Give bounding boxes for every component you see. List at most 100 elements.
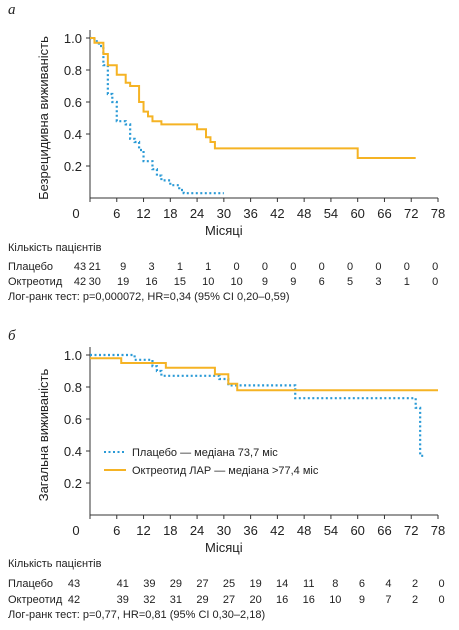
chart-b-x-tick-label: 6: [113, 523, 120, 538]
chart-a-x-tick-label: 6: [113, 206, 120, 221]
chart-b-series-octreotide: [90, 357, 438, 392]
chart-b-x-tick-label: 60: [350, 523, 364, 538]
risk-table-a-title: Кількість пацієнтів: [8, 242, 102, 254]
chart-b-x-tick-label: 24: [190, 523, 204, 538]
b-risk-cell: 9: [358, 594, 365, 606]
chart-b-y-tick-label: 0.2: [64, 476, 82, 491]
a-risk-cell: 0: [261, 261, 269, 273]
panel-b-label: б: [8, 328, 16, 344]
a-risk-cell: 3: [148, 261, 155, 273]
chart-b-y-axis-label: Загальна виживаність: [36, 368, 51, 501]
risk-row-a-placebo-label: Плацебо: [8, 261, 54, 273]
chart-b-x-tick-label: 66: [377, 523, 391, 538]
panel-a-label: а: [8, 2, 16, 18]
b-risk-cell: 0: [438, 578, 445, 590]
b-risk-cell: 6: [358, 578, 365, 590]
a-risk-cell: 9: [290, 276, 297, 288]
a-risk-cell: 0: [375, 261, 382, 273]
b-risk-cell: 31: [169, 594, 183, 606]
a-risk-cell: 6: [318, 276, 325, 288]
b-risk-n: 42: [67, 594, 81, 606]
b-risk-cell: 25: [222, 578, 236, 590]
b-risk-cell: 20: [249, 594, 262, 606]
a-risk-cell: 0: [290, 261, 297, 273]
chart-a-x-tick-label: 36: [243, 206, 257, 221]
chart-a-y-tick-label: 1.0: [64, 31, 82, 46]
a-risk-cell: 0: [233, 261, 240, 273]
b-risk-cell: 7: [385, 594, 392, 606]
b-risk-cell: 2: [411, 594, 419, 606]
chart-b-legend-label-placebo: Плацебо — медіана 73,7 міс: [132, 447, 278, 459]
chart-a-x-tick-label: 60: [350, 206, 364, 221]
chart-b-y-tick-label: 0.6: [64, 412, 82, 427]
b-risk-cell: 16: [302, 594, 315, 606]
b-risk-n: 43: [67, 578, 81, 590]
chart-b-y-tick-label: 0.8: [64, 380, 82, 395]
chart-b-os: 1.0 0.8 0.6 0.4 0.2 0 6 12 18 24 30 36 42 48 54 60 66 72 7…: [36, 347, 445, 555]
b-risk-cell: 8: [332, 578, 339, 590]
b-risk-cell: 4: [385, 578, 392, 590]
risk-row-a-octreotide-label: Октреотид: [8, 276, 63, 288]
chart-a-y-tick-label: 0.2: [64, 159, 82, 174]
a-risk-cell: 10: [230, 276, 243, 288]
chart-a-x-tick-label: 78: [431, 206, 445, 221]
b-risk-cell: 39: [116, 594, 129, 606]
chart-b-x-tick-label: 36: [243, 523, 257, 538]
chart-b-x-tick-label: 48: [297, 523, 311, 538]
b-risk-cell: 11: [303, 578, 315, 590]
a-risk-cell: 16: [145, 276, 158, 288]
a-risk-cell: 1: [403, 276, 410, 288]
risk-table-b-title: Кількість пацієнтів: [8, 558, 102, 570]
a-risk-cell: 5: [347, 276, 354, 288]
a-risk-cell: 0: [347, 261, 354, 273]
chart-a-series-placebo: [90, 36, 224, 195]
a-risk-cell: 9: [120, 261, 127, 273]
chart-a-x-tick-label: 12: [136, 206, 150, 221]
chart-b-series-placebo: [90, 353, 425, 457]
b-risk-cell: 2: [411, 578, 419, 590]
b-risk-cell: 16: [276, 594, 289, 606]
b-risk-cell: 29: [169, 578, 183, 590]
a-risk-n: 43: [73, 261, 87, 273]
chart-b-x-tick-label: 18: [163, 523, 177, 538]
chart-b-y-tick-label: 1.0: [64, 348, 82, 363]
b-risk-cell: 32: [143, 594, 156, 606]
a-risk-cell: 30: [88, 276, 101, 288]
chart-a-x-tick-label: 72: [404, 206, 418, 221]
chart-b-x-tick-label: 78: [431, 523, 445, 538]
a-risk-cell: 1: [205, 261, 212, 273]
risk-row-b-placebo-label: Плацебо: [8, 578, 54, 590]
a-risk-cell: 0: [403, 261, 410, 273]
chart-b-x-tick-label: 54: [324, 523, 338, 538]
footnote-b: Лог-ранк тест: p=0,77, HR=0,81 (95% CI 0…: [8, 609, 266, 621]
a-risk-cell: 0: [432, 276, 439, 288]
b-risk-cell: 19: [249, 578, 262, 590]
footnote-a: Лог-ранк тест: p=0,000072, HR=0,34 (95% …: [8, 291, 290, 303]
chart-b-x-tick-label: 42: [270, 523, 284, 538]
chart-a-x-tick-label: 30: [217, 206, 231, 221]
chart-a-dfs: 1.0 0.8 0.6 0.4 0.2 0 6 12 18 24 30 36 42 48 54 60 66 72 7…: [36, 30, 445, 238]
chart-b-y-tick-label: 0.4: [64, 444, 82, 459]
b-risk-cell: 27: [222, 594, 236, 606]
chart-a-x-tick-label: 48: [297, 206, 311, 221]
b-risk-cell: 10: [329, 594, 342, 606]
chart-b-legend-label-octreotide: Октреотид ЛАР — медіана >77,4 міс: [132, 465, 319, 477]
chart-b-x-tick-label: 12: [136, 523, 150, 538]
a-risk-cell: 21: [88, 261, 101, 273]
a-risk-cell: 10: [202, 276, 215, 288]
chart-b-x-tick-label: 0: [72, 523, 79, 538]
b-risk-cell: 39: [143, 578, 156, 590]
chart-a-x-axis-label: Місяці: [205, 223, 243, 238]
chart-a-x-tick-label: 66: [377, 206, 391, 221]
a-risk-cell: 0: [318, 261, 325, 273]
a-risk-cell: 0: [432, 261, 439, 273]
chart-a-y-tick-label: 0.6: [64, 95, 82, 110]
b-risk-cell: 29: [196, 594, 209, 606]
b-risk-cell: 14: [276, 578, 289, 590]
chart-a-x-tick-label: 42: [270, 206, 284, 221]
a-risk-cell: 15: [173, 276, 186, 288]
a-risk-n: 42: [73, 276, 87, 288]
b-risk-cell: 41: [116, 578, 129, 590]
a-risk-cell: 19: [117, 276, 130, 288]
